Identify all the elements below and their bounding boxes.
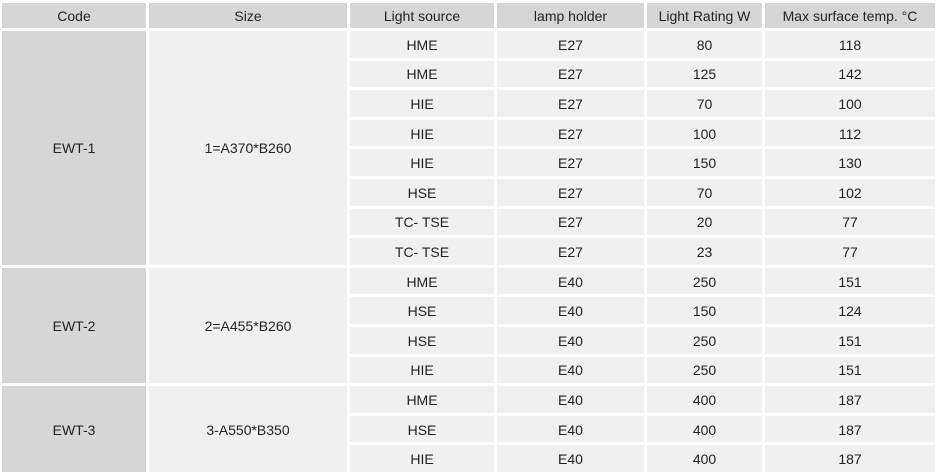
lamp-holder-cell: E40 — [497, 326, 644, 354]
light-source-cell: TC- TSE — [350, 238, 494, 265]
header-light-rating: Light Rating W — [647, 3, 762, 28]
light-rating-cell: 400 — [647, 386, 762, 413]
max-temp-cell: 151 — [765, 356, 935, 384]
light-source-cell: HSE — [350, 326, 494, 354]
lamp-holder-cell: E27 — [497, 238, 644, 265]
header-row: Code Size Light source lamp holder Light… — [2, 3, 935, 28]
header-lamp-holder: lamp holder — [497, 3, 644, 28]
lamp-holder-cell: E40 — [497, 267, 644, 295]
max-temp-cell: 187 — [765, 415, 935, 443]
header-code: Code — [2, 3, 146, 28]
lamp-holder-cell: E27 — [497, 149, 644, 176]
light-source-cell: HME — [350, 386, 494, 413]
light-rating-cell: 150 — [647, 297, 762, 324]
lamp-holder-cell: E27 — [497, 208, 644, 236]
table-row: HIE E27 70 100 — [2, 90, 935, 117]
light-rating-cell: 250 — [647, 326, 762, 354]
table-row: HIE E27 150 130 — [2, 149, 935, 176]
lamp-holder-cell: E40 — [497, 356, 644, 384]
max-temp-cell: 151 — [765, 267, 935, 295]
light-rating-cell: 250 — [647, 267, 762, 295]
table-row: HSE E40 250 151 — [2, 326, 935, 354]
max-temp-cell: 124 — [765, 297, 935, 324]
table-row: HSE E40 400 187 — [2, 415, 935, 443]
table-row: EWT-3 3-A550*B350 HME E40 400 187 — [2, 386, 935, 472]
light-source-cell: HIE — [350, 90, 494, 117]
lamp-holder-cell: E27 — [497, 90, 644, 117]
code-cell: EWT-2 — [2, 267, 146, 384]
max-temp-cell: 77 — [765, 238, 935, 265]
light-rating-cell: 80 — [647, 31, 762, 58]
light-source-cell: HME — [350, 60, 494, 88]
table-row: HIE E40 250 151 — [2, 356, 935, 384]
light-rating-cell: 23 — [647, 238, 762, 265]
max-temp-cell: 187 — [765, 386, 935, 413]
light-source-cell: HSE — [350, 178, 494, 206]
header-max-surface-temp: Max surface temp. °C — [765, 3, 935, 28]
light-rating-cell: 250 — [647, 356, 762, 384]
lamp-holder-cell: E40 — [497, 386, 644, 413]
light-source-cell: HSE — [350, 297, 494, 324]
lamp-holder-cell: E27 — [497, 119, 644, 147]
light-rating-cell: 70 — [647, 178, 762, 206]
light-rating-cell: 70 — [647, 90, 762, 117]
header-size: Size — [149, 3, 347, 28]
light-source-cell: HME — [350, 267, 494, 295]
light-source-cell: HIE — [350, 119, 494, 147]
max-temp-cell: 130 — [765, 149, 935, 176]
size-cell: 3-A550*B350 — [149, 386, 347, 472]
code-cell: EWT-1 — [2, 31, 146, 265]
light-source-cell: HIE — [350, 149, 494, 176]
code-cell: EWT-3 — [2, 386, 146, 472]
lamp-holder-cell: E40 — [497, 445, 644, 472]
size-cell: 2=A455*B260 — [149, 267, 347, 384]
table-row: TC- TSE E27 23 77 — [2, 238, 935, 265]
size-cell: 1=A370*B260 — [149, 31, 347, 265]
light-rating-cell: 150 — [647, 149, 762, 176]
table-row: TC- TSE E27 20 77 — [2, 208, 935, 236]
lamp-holder-cell: E40 — [497, 297, 644, 324]
light-source-cell: HME — [350, 31, 494, 58]
light-rating-cell: 400 — [647, 415, 762, 443]
max-temp-cell: 112 — [765, 119, 935, 147]
lamp-holder-cell: E27 — [497, 31, 644, 58]
table-row: HIE E27 100 112 — [2, 119, 935, 147]
light-rating-cell: 400 — [647, 445, 762, 472]
lamp-holder-cell: E40 — [497, 415, 644, 443]
light-source-cell: HIE — [350, 356, 494, 384]
table-row: HSE E40 150 124 — [2, 297, 935, 324]
max-temp-cell: 102 — [765, 178, 935, 206]
max-temp-cell: 142 — [765, 60, 935, 88]
light-source-cell: HIE — [350, 445, 494, 472]
light-source-cell: TC- TSE — [350, 208, 494, 236]
table-row: HSE E27 70 102 — [2, 178, 935, 206]
header-light-source: Light source — [350, 3, 494, 28]
lamp-holder-cell: E27 — [497, 178, 644, 206]
max-temp-cell: 100 — [765, 90, 935, 117]
max-temp-cell: 77 — [765, 208, 935, 236]
table-row: EWT-1 1=A370*B260 HME E27 80 118 — [2, 31, 935, 265]
light-source-cell: HSE — [350, 415, 494, 443]
table-row: EWT-2 2=A455*B260 HME E40 250 151 — [2, 267, 935, 384]
light-rating-cell: 20 — [647, 208, 762, 236]
lamp-holder-cell: E27 — [497, 60, 644, 88]
table-row: HME E27 125 142 — [2, 60, 935, 88]
max-temp-cell: 151 — [765, 326, 935, 354]
max-temp-cell: 118 — [765, 31, 935, 58]
light-rating-cell: 100 — [647, 119, 762, 147]
max-temp-cell: 187 — [765, 445, 935, 472]
light-rating-cell: 125 — [647, 60, 762, 88]
